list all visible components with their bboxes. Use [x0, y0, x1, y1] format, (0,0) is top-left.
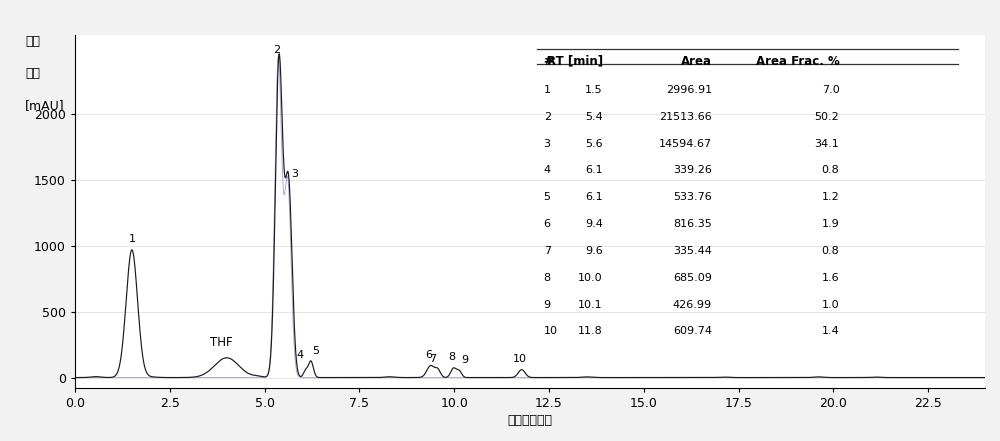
Text: 0.8: 0.8	[822, 165, 839, 176]
Text: Area: Area	[681, 55, 712, 67]
Text: 吸收: 吸收	[25, 35, 40, 48]
Text: 3: 3	[544, 138, 551, 149]
Text: #: #	[544, 55, 553, 67]
Text: 426.99: 426.99	[673, 299, 712, 310]
Text: 10: 10	[544, 326, 558, 336]
Text: 1.9: 1.9	[822, 219, 839, 229]
Text: 609.74: 609.74	[673, 326, 712, 336]
Text: 8: 8	[544, 273, 551, 283]
Text: 7.0: 7.0	[822, 85, 839, 95]
Text: 2: 2	[544, 112, 551, 122]
Text: Area Frac. %: Area Frac. %	[756, 55, 839, 67]
Text: [mAU]: [mAU]	[25, 99, 65, 112]
Text: 1.0: 1.0	[822, 299, 839, 310]
Text: 1: 1	[544, 85, 551, 95]
Text: 5: 5	[312, 346, 319, 356]
Text: 14594.67: 14594.67	[659, 138, 712, 149]
Text: 4: 4	[297, 351, 304, 360]
Text: 6: 6	[544, 219, 551, 229]
Text: 5.6: 5.6	[585, 138, 603, 149]
Text: 9.6: 9.6	[585, 246, 603, 256]
Text: 0.8: 0.8	[822, 246, 839, 256]
Text: 533.76: 533.76	[673, 192, 712, 202]
Text: 816.35: 816.35	[673, 219, 712, 229]
Text: 10.0: 10.0	[578, 273, 603, 283]
X-axis label: 时间（分钟）: 时间（分钟）	[508, 414, 552, 427]
Text: 5.4: 5.4	[585, 112, 603, 122]
Text: 2996.91: 2996.91	[666, 85, 712, 95]
Text: 1.2: 1.2	[822, 192, 839, 202]
Text: 339.26: 339.26	[673, 165, 712, 176]
Text: 4: 4	[544, 165, 551, 176]
Text: THF: THF	[210, 336, 232, 349]
Text: 7: 7	[544, 246, 551, 256]
Text: 6.1: 6.1	[585, 192, 603, 202]
Text: RT [min]: RT [min]	[547, 55, 603, 67]
Text: 1: 1	[128, 234, 135, 244]
Text: 1.4: 1.4	[822, 326, 839, 336]
Text: 50.2: 50.2	[815, 112, 839, 122]
Text: 10: 10	[513, 354, 527, 364]
Text: 2: 2	[273, 45, 280, 55]
Text: 34.1: 34.1	[815, 138, 839, 149]
Text: 9: 9	[544, 299, 551, 310]
Text: 6: 6	[425, 351, 432, 360]
Text: 1.6: 1.6	[822, 273, 839, 283]
Text: 11.8: 11.8	[578, 326, 603, 336]
Text: 10.1: 10.1	[578, 299, 603, 310]
Text: 7: 7	[429, 355, 436, 364]
Text: 21513.66: 21513.66	[659, 112, 712, 122]
Text: 5: 5	[544, 192, 551, 202]
Text: 9: 9	[461, 355, 468, 365]
Text: 9.4: 9.4	[585, 219, 603, 229]
Text: 6.1: 6.1	[585, 165, 603, 176]
Text: 3: 3	[292, 169, 299, 179]
Text: 1.5: 1.5	[585, 85, 603, 95]
Text: 335.44: 335.44	[673, 246, 712, 256]
Text: 强度: 强度	[25, 67, 40, 80]
Text: 685.09: 685.09	[673, 273, 712, 283]
Text: 8: 8	[448, 352, 455, 363]
